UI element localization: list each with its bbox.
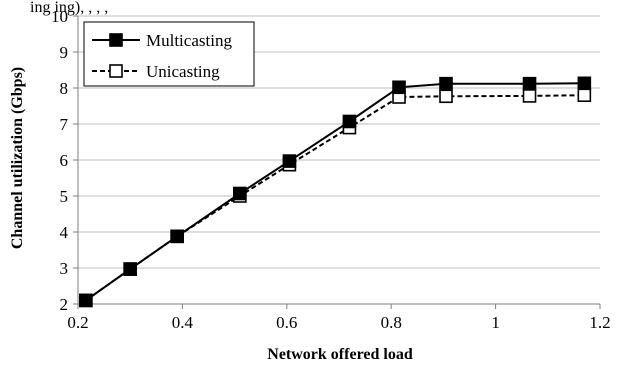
y-tick-label: 7 — [60, 115, 69, 134]
series-unicasting — [79, 88, 592, 308]
x-tick-label: 0.4 — [172, 313, 194, 332]
data-point — [123, 262, 137, 276]
x-tick-label: 0.2 — [67, 313, 88, 332]
legend-label: Unicasting — [146, 62, 220, 81]
data-point — [233, 186, 247, 201]
y-axis-title: Channel utilization (Gbps) — [9, 67, 26, 249]
y-tick-label: 6 — [60, 151, 69, 170]
legend-marker — [109, 64, 123, 78]
y-tick-label: 3 — [60, 259, 69, 278]
data-point — [79, 293, 93, 308]
y-tick-label: 5 — [60, 187, 69, 206]
y-tick-label: 9 — [60, 43, 69, 62]
y-tick-label: 4 — [60, 223, 69, 242]
data-series — [79, 76, 592, 308]
x-tick-label: 0.8 — [381, 313, 402, 332]
x-tick-label: 1.2 — [589, 313, 610, 332]
x-tick-label: 1 — [491, 313, 500, 332]
axes — [73, 15, 601, 309]
caption-fragment: ing ing), , , , — [30, 0, 108, 16]
y-tick-labels: 2 3 4 5 6 7 8 9 10 — [51, 7, 69, 314]
series-line — [85, 94, 585, 302]
y-tick-label: 8 — [60, 79, 69, 98]
x-tick-labels: 0.2 0.4 0.6 0.8 1 1.2 — [67, 313, 610, 332]
data-point — [282, 154, 297, 168]
legend: Multicasting Unicasting — [83, 21, 255, 87]
series-multicasting — [79, 76, 592, 308]
legend-entry-multicasting: Multicasting — [92, 31, 232, 50]
data-point — [170, 229, 184, 244]
data-point — [522, 76, 537, 91]
series-line — [85, 82, 585, 302]
y-tick-label: 10 — [51, 7, 68, 26]
data-point — [439, 76, 453, 91]
x-axis-title: Network offered load — [267, 346, 413, 363]
data-point — [439, 89, 453, 104]
legend-entry-unicasting: Unicasting — [92, 62, 220, 81]
data-point — [577, 88, 592, 102]
legend-label: Multicasting — [146, 31, 232, 50]
data-point — [392, 80, 406, 95]
y-tick-label: 2 — [60, 295, 69, 314]
data-point — [577, 76, 592, 91]
x-tick-label: 0.6 — [276, 313, 297, 332]
data-point — [522, 89, 537, 103]
data-point — [342, 114, 357, 129]
legend-marker — [109, 33, 123, 47]
